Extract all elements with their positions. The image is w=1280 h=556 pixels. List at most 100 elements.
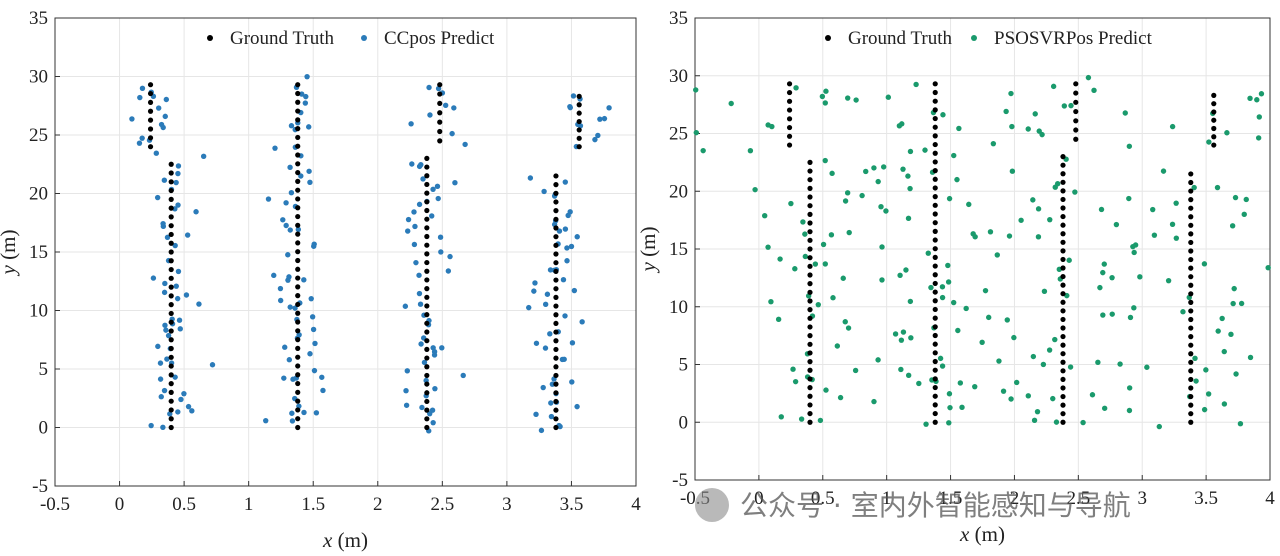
- ground-truth-point: [553, 216, 559, 222]
- ground-truth-point: [553, 390, 559, 396]
- predict-point: [544, 291, 551, 297]
- ground-truth-point: [1073, 90, 1079, 96]
- predict-point: [963, 305, 969, 312]
- predict-point: [987, 229, 994, 235]
- ground-truth-point: [168, 249, 174, 255]
- predict-point: [788, 200, 794, 207]
- predict-point: [295, 226, 302, 233]
- ground-truth-point: [576, 102, 582, 108]
- predict-point: [320, 387, 326, 394]
- ground-truth-point: [807, 393, 813, 399]
- predict-point: [1193, 378, 1199, 384]
- x-tick-label: 1.5: [939, 488, 963, 509]
- predict-point: [1025, 126, 1031, 132]
- predict-point: [1165, 277, 1172, 284]
- predict-point: [163, 327, 169, 333]
- ground-truth-point: [807, 281, 813, 287]
- predict-point: [1035, 234, 1042, 240]
- predict-point: [982, 287, 989, 294]
- x-tick-label: 0.5: [172, 494, 196, 515]
- ground-truth-point: [1211, 125, 1217, 132]
- predict-point: [946, 420, 952, 426]
- ground-truth-point: [932, 324, 938, 330]
- y-tick-label: 15: [29, 242, 48, 263]
- ground-truth-point: [1188, 368, 1194, 374]
- ground-truth-point: [553, 416, 559, 422]
- predict-point: [1009, 123, 1015, 130]
- predict-point: [959, 404, 965, 411]
- predict-point: [540, 384, 546, 391]
- ground-truth-point: [147, 144, 154, 150]
- x-tick-label: 4: [1265, 488, 1275, 509]
- ground-truth-point: [1060, 402, 1066, 408]
- ground-truth-point: [1188, 411, 1194, 417]
- predict-point: [1233, 371, 1239, 377]
- x-tick-label: 3.5: [560, 494, 584, 515]
- predict-point: [298, 173, 304, 179]
- predict-point: [1219, 315, 1225, 322]
- predict-point: [790, 366, 796, 372]
- ground-truth-point: [295, 407, 301, 413]
- predict-point: [905, 215, 912, 222]
- predict-point: [136, 140, 143, 146]
- predict-point: [1137, 274, 1143, 280]
- ground-truth-point: [424, 207, 430, 214]
- ground-truth-point: [295, 301, 301, 308]
- ground-truth-point: [1211, 101, 1217, 107]
- ground-truth-point: [807, 359, 813, 365]
- ground-truth-point: [807, 263, 813, 269]
- ground-truth-point: [553, 424, 559, 431]
- predict-point: [1173, 200, 1179, 206]
- predict-point: [853, 97, 859, 103]
- ground-truth-point: [295, 126, 301, 132]
- y-tick-label: 35: [29, 8, 48, 29]
- ground-truth-point: [807, 333, 813, 339]
- ground-truth-point: [295, 222, 301, 228]
- predict-point: [564, 258, 570, 264]
- predict-point: [1036, 128, 1042, 134]
- predict-point: [775, 316, 782, 323]
- predict-point: [1214, 184, 1221, 191]
- watermark: 公众号 · 室内外智能感知与导航: [695, 488, 1131, 522]
- predict-point: [548, 413, 555, 420]
- ground-truth-point: [168, 187, 174, 194]
- predict-point: [405, 228, 411, 234]
- ground-truth-point: [424, 155, 430, 161]
- ground-truth-point: [424, 364, 430, 370]
- x-tick-label: 3.5: [1194, 488, 1218, 509]
- predict-point: [875, 178, 881, 185]
- y-tick-label: 15: [669, 239, 688, 260]
- predict-point: [263, 417, 269, 424]
- predict-point: [435, 195, 441, 202]
- predict-point: [823, 387, 829, 393]
- predict-point: [778, 414, 784, 420]
- predict-point: [287, 164, 293, 171]
- ground-truth-point: [932, 194, 938, 200]
- predict-point: [148, 422, 154, 429]
- predict-point: [1238, 300, 1245, 307]
- legend: Ground Truth CCpos Predict: [207, 28, 495, 49]
- ground-truth-point: [1188, 402, 1194, 408]
- ground-truth-point: [807, 324, 813, 330]
- predict-point: [1215, 328, 1221, 334]
- ground-truth-point: [1060, 359, 1066, 365]
- predict-point: [172, 242, 178, 249]
- ground-truth-point: [1060, 179, 1066, 185]
- predict-point: [1054, 181, 1061, 187]
- predict-point: [815, 301, 821, 308]
- predict-point: [286, 274, 292, 280]
- ground-truth-point: [424, 268, 430, 274]
- predict-point: [1025, 393, 1031, 399]
- predict-point: [430, 345, 436, 351]
- predict-point: [282, 344, 288, 350]
- ground-truth-point: [1060, 222, 1066, 228]
- ground-truth-point: [295, 134, 301, 141]
- ground-truth-point: [932, 254, 938, 260]
- ground-truth-point: [424, 355, 430, 361]
- predict-point: [289, 410, 295, 416]
- predict-point: [571, 287, 578, 294]
- predict-point: [402, 303, 409, 309]
- predict-point: [996, 358, 1002, 364]
- predict-point: [311, 243, 317, 249]
